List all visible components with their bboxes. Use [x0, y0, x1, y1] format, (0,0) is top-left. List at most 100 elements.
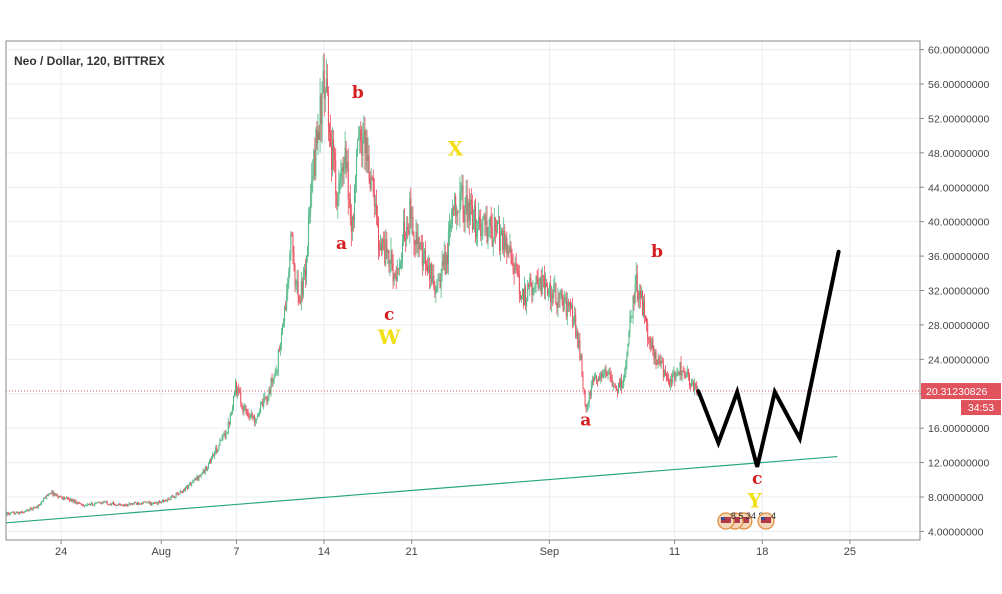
candle-body — [636, 274, 638, 293]
candle-body — [443, 252, 445, 266]
wave-label: a — [336, 234, 347, 254]
candle-body — [458, 211, 460, 213]
candle-body — [13, 512, 15, 515]
candle-body — [172, 495, 174, 497]
candle-body — [108, 503, 110, 505]
candle-body — [263, 397, 265, 407]
candle-body — [335, 160, 337, 195]
candle-body — [61, 497, 63, 500]
candle-body — [107, 504, 109, 505]
candle-body — [8, 513, 10, 515]
candle-body — [492, 238, 494, 247]
candle-body — [359, 129, 361, 136]
candle-body — [676, 373, 678, 375]
candle-body — [660, 361, 662, 365]
candle-body — [12, 512, 14, 514]
candle-body — [409, 198, 411, 235]
candle-body — [119, 504, 121, 505]
candle-body — [52, 491, 54, 496]
time-axis[interactable]: 24 Aug 7 14 21 Sep 11 18 25 — [55, 540, 856, 558]
candle-body — [279, 342, 281, 350]
candle-body — [559, 293, 561, 298]
price-axis[interactable]: 60.00000000 56.00000000 52.00000000 48.0000… — [920, 45, 1001, 539]
candle-body — [554, 283, 556, 286]
candle-body — [132, 503, 134, 505]
candle-body — [337, 202, 339, 206]
candle-body — [151, 503, 153, 505]
candle-body — [557, 297, 559, 308]
candle-body — [183, 489, 185, 491]
candle-body — [600, 372, 602, 380]
candle-body — [606, 374, 608, 376]
candle-body — [410, 198, 412, 220]
candle-body — [223, 433, 225, 435]
candle-body — [395, 275, 397, 282]
candle-body — [325, 78, 327, 93]
candle-body — [75, 500, 77, 504]
candle-body — [333, 139, 335, 154]
candle-body — [363, 130, 365, 138]
candle-body — [115, 505, 117, 506]
candle-body — [156, 502, 158, 505]
candle-body — [502, 230, 504, 250]
candle-body — [204, 466, 206, 473]
candle-body — [268, 390, 270, 399]
candle-body — [269, 390, 271, 393]
candle-body — [455, 196, 457, 216]
candle-body — [285, 307, 287, 310]
candle-body — [449, 224, 451, 229]
candle-body — [111, 502, 113, 505]
candle-body — [318, 132, 320, 140]
candle-body — [190, 483, 192, 486]
candle-body — [211, 458, 213, 462]
candle-body — [261, 402, 263, 405]
candle-body — [563, 298, 565, 311]
candle-body — [462, 185, 464, 210]
candle-body — [103, 501, 105, 503]
candle-body — [276, 369, 278, 371]
candle-body — [617, 382, 619, 393]
candle-body — [193, 479, 195, 482]
candle-body — [37, 505, 39, 508]
candle-body — [605, 368, 607, 375]
event-count: 4 — [771, 511, 776, 521]
candle-body — [461, 185, 463, 192]
candle-body — [578, 340, 580, 348]
candle-body — [535, 276, 537, 284]
candle-body — [390, 250, 392, 263]
candle-body — [66, 497, 68, 499]
candle-body — [15, 512, 17, 514]
candle-body — [465, 194, 467, 209]
candle-body — [423, 250, 425, 254]
candle-body — [34, 507, 36, 508]
candle-body — [19, 512, 21, 514]
countdown-value: 34:53 — [968, 402, 994, 414]
candle-body — [663, 370, 665, 377]
candle-body — [343, 163, 345, 172]
candle-body — [347, 162, 349, 199]
candle-body — [547, 286, 549, 294]
candle-body — [553, 285, 555, 299]
candle-body — [188, 484, 190, 489]
candle-body — [539, 277, 541, 286]
candle-body — [174, 497, 176, 498]
candle-body — [643, 300, 645, 316]
candle-body — [381, 243, 383, 250]
candle-body — [255, 419, 257, 421]
candle-body — [79, 503, 81, 504]
candle-body — [361, 141, 363, 156]
candle-body — [249, 415, 251, 418]
candle-body — [327, 92, 329, 126]
candle-body — [473, 205, 475, 225]
candle-body — [245, 405, 247, 412]
candle-body — [300, 281, 302, 303]
flag-stripes — [720, 517, 731, 523]
candle-body — [331, 146, 333, 170]
candle-body — [56, 493, 58, 497]
candle-body — [368, 155, 370, 179]
candle-body — [466, 194, 468, 222]
candle-body — [55, 493, 57, 495]
wave-label: W — [377, 325, 401, 349]
candle-body — [517, 270, 519, 275]
